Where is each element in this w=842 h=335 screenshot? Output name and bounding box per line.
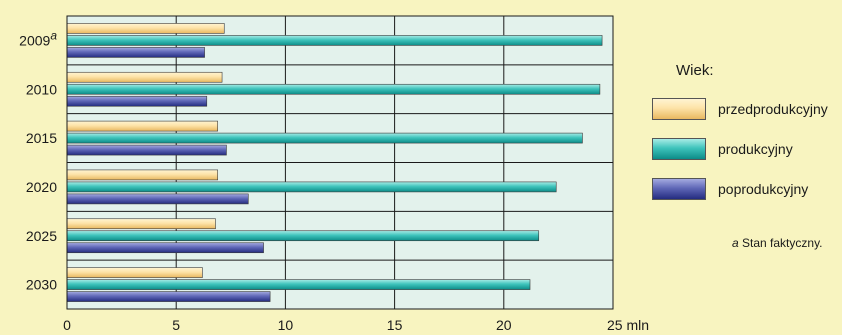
x-tick-label: 20	[496, 317, 512, 333]
bar-produkcyjny-2015	[66, 132, 583, 144]
x-tick-label: 10	[278, 317, 294, 333]
category-superscript: a	[50, 28, 57, 42]
bar-produkcyjny-2020	[66, 181, 557, 193]
bar-przedprodukcyjny-2010	[66, 71, 223, 83]
legend-item-produkcyjny: produkcyjny	[652, 129, 842, 169]
bar-produkcyjny-2030	[66, 279, 531, 290]
bar-przedprodukcyjny-2020	[66, 169, 218, 181]
legend-item-przedprodukcyjny: przedprodukcyjny	[652, 89, 842, 129]
x-tick-label: 25 mln	[607, 317, 649, 333]
legend-title: Wiek:	[676, 62, 714, 79]
bar-poprodukcyjny-2009	[66, 47, 205, 58]
bar-produkcyjny-2010	[66, 83, 601, 95]
category-label: 2020	[26, 179, 57, 195]
bar-przedprodukcyjny-2030	[66, 267, 203, 278]
legend-swatch-poprodukcyjny	[652, 178, 706, 200]
bar-przedprodukcyjny-2009	[66, 23, 225, 34]
bar-poprodukcyjny-2010	[66, 95, 208, 107]
category-label: 2015	[26, 130, 57, 146]
legend-swatch-przedprodukcyjny	[652, 98, 706, 120]
bar-poprodukcyjny-2025	[66, 242, 264, 254]
category-label: 2010	[26, 81, 57, 97]
bar-produkcyjny-2009	[66, 35, 603, 46]
legend: Wiek: przedprodukcyjny produkcyjny popro…	[652, 62, 842, 209]
legend-label-przedprodukcyjny: przedprodukcyjny	[718, 101, 828, 117]
legend-label-produkcyjny: produkcyjny	[718, 141, 793, 157]
footnote-mark: a	[732, 236, 739, 250]
bar-poprodukcyjny-2030	[66, 291, 271, 302]
footnote-text: Stan faktyczny.	[742, 236, 823, 250]
legend-item-poprodukcyjny: poprodukcyjny	[652, 169, 842, 209]
legend-label-poprodukcyjny: poprodukcyjny	[718, 181, 809, 197]
bar-poprodukcyjny-2020	[66, 193, 249, 205]
bar-przedprodukcyjny-2015	[66, 120, 218, 132]
legend-swatch-produkcyjny	[652, 138, 706, 160]
category-label: 2009a	[19, 28, 57, 48]
footnote: a Stan faktyczny.	[732, 236, 823, 250]
category-label: 2030	[26, 277, 57, 293]
category-label: 2025	[26, 228, 57, 244]
plot-border	[66, 15, 614, 310]
bar-przedprodukcyjny-2025	[66, 218, 216, 230]
x-tick-label: 0	[63, 317, 71, 333]
bar-poprodukcyjny-2015	[66, 144, 227, 156]
bar-produkcyjny-2025	[66, 230, 540, 242]
x-tick-label: 15	[387, 317, 403, 333]
x-tick-label: 5	[172, 317, 180, 333]
